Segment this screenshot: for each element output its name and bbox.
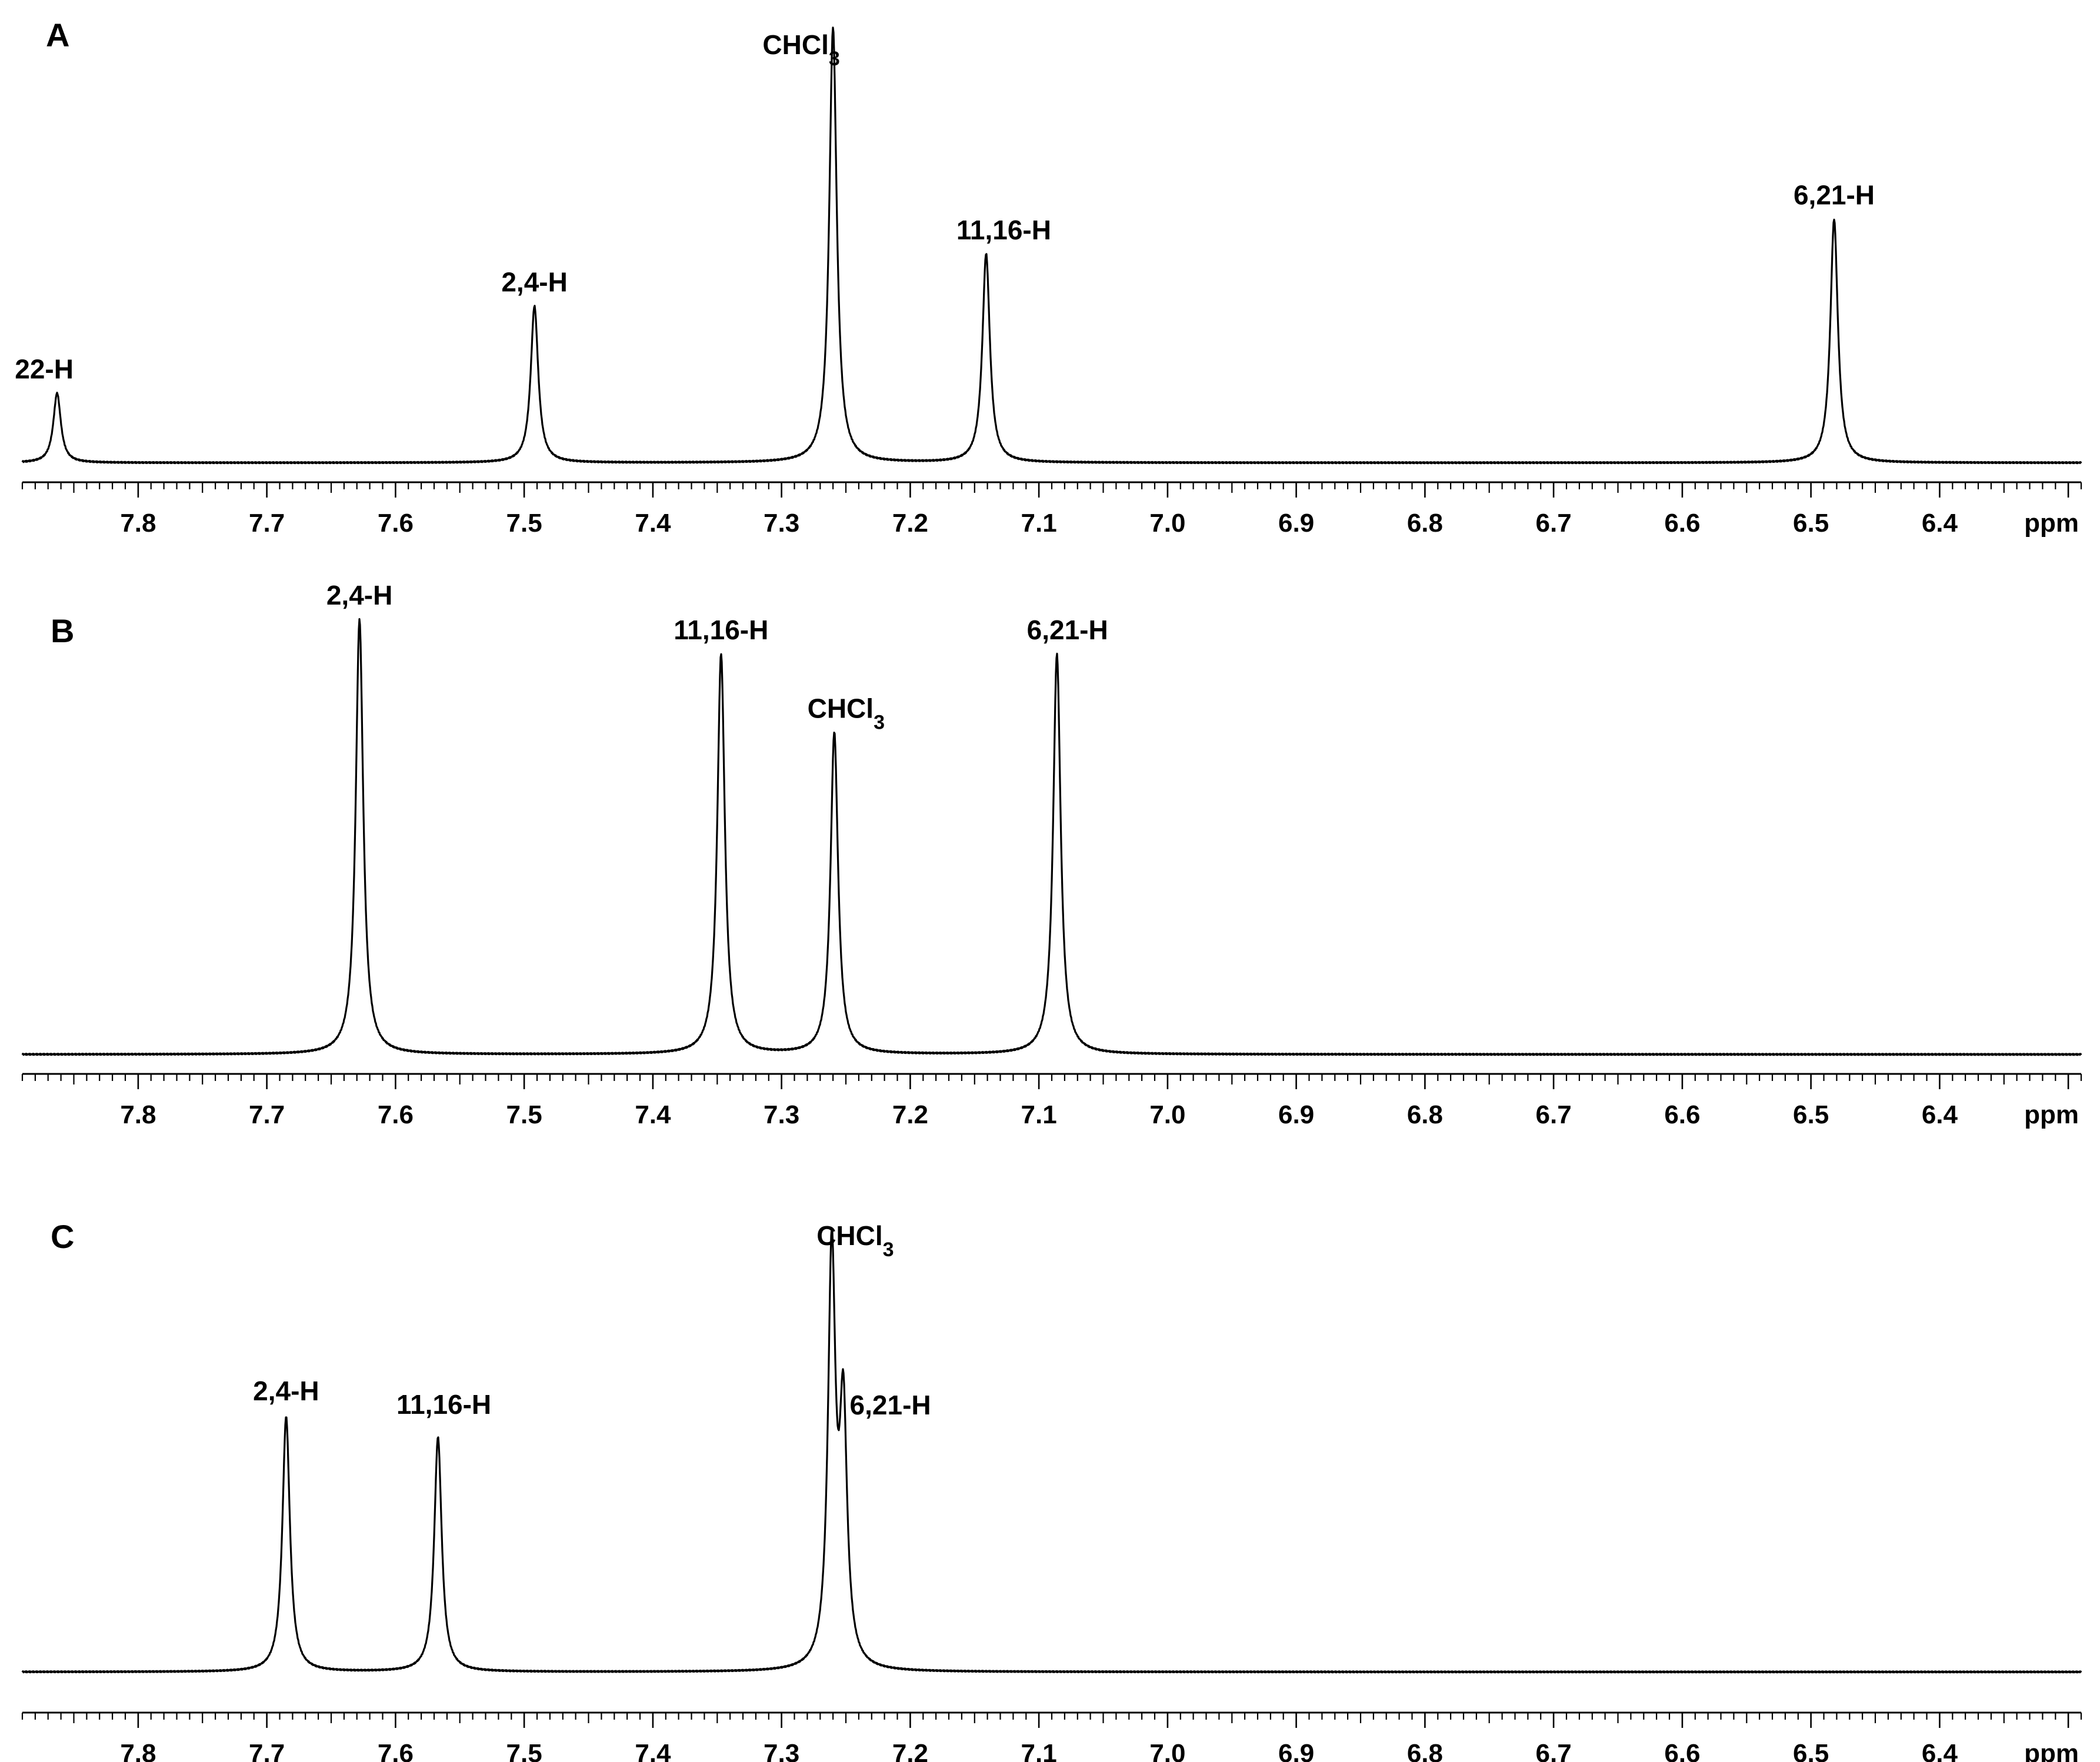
x-axis-unit-label: ppm [2024,1100,2079,1129]
x-tick-label: 6.4 [1922,1739,1958,1762]
peak-label-24h: 2,4-H [253,1376,319,1406]
x-tick-label: 7.0 [1149,1100,1185,1129]
panel-label-a: A [46,16,69,54]
peak-label-24h: 2,4-H [326,580,392,610]
x-tick-label: 7.3 [764,1100,799,1129]
x-tick-label: 6.4 [1922,1100,1958,1129]
x-tick-label: 6.6 [1664,1100,1700,1129]
x-tick-label: 7.3 [764,509,799,538]
x-tick-label: 6.6 [1664,1739,1700,1762]
x-tick-label: 6.7 [1536,1100,1572,1129]
x-tick-label: 7.3 [764,1739,799,1762]
x-tick-label: 7.5 [506,509,542,538]
x-tick-label: 7.7 [249,509,285,538]
x-tick-label: 6.6 [1664,509,1700,538]
x-tick-label: 7.8 [120,1739,156,1762]
peak-label-621h: 6,21-H [1794,180,1875,211]
x-tick-label: 7.7 [249,1100,285,1129]
x-tick-label: 7.1 [1021,1739,1057,1762]
x-tick-label: 7.4 [635,1100,671,1129]
peak-label-621h: 6,21-H [1027,615,1108,645]
x-tick-label: 7.5 [506,1100,542,1129]
x-tick-label: 7.8 [120,509,156,538]
peak-label-chcl3: CHCl3 [762,29,839,70]
x-tick-label: 6.9 [1278,1100,1314,1129]
peak-label-1116h: 11,16-H [674,615,768,645]
x-tick-label: 6.8 [1407,1100,1443,1129]
x-tick-label: 7.0 [1149,509,1185,538]
x-tick-label: 7.6 [378,509,414,538]
peak-label-22h: 22-H [15,354,74,385]
panel-label-c: C [51,1218,74,1255]
x-tick-label: 6.9 [1278,509,1314,538]
x-tick-label: 7.0 [1149,1739,1185,1762]
spectrum-line-a [21,26,2082,465]
x-tick-label: 6.8 [1407,509,1443,538]
x-tick-label: 6.7 [1536,1739,1572,1762]
x-tick-label: 7.2 [892,1739,928,1762]
peak-label-1116h: 11,16-H [956,215,1051,245]
x-axis-unit-label: ppm [2024,1739,2079,1762]
x-tick-label: 7.6 [378,1100,414,1129]
x-tick-label: 7.2 [892,509,928,538]
peak-label-chcl3: CHCl3 [808,693,885,733]
x-axis-unit-label: ppm [2024,509,2079,538]
spectrum-panel-a: A 7.8 7.7 7.6 7.5 7.4 7.3 7.2 7.1 7.0 6.9 6.8 6.7 6.6… [15,16,2082,538]
x-tick-label: 7.4 [635,509,671,538]
x-tick-label: 7.1 [1021,1100,1057,1129]
peak-label-621h: 6,21-H [850,1390,931,1420]
spectrum-line-b [21,618,2082,1056]
x-tick-label: 7.1 [1021,509,1057,538]
x-tick-label: 6.7 [1536,509,1572,538]
panel-label-b: B [51,612,74,649]
spectrum-panel-b: B 7.8 7.7 7.6 7.5 7.4 7.3 7.2 7.1 7.0 6.9 6.8 6.7 6.6… [21,580,2082,1129]
x-tick-label: 7.5 [506,1739,542,1762]
x-tick-label: 7.7 [249,1739,285,1762]
x-tick-label: 6.4 [1922,509,1958,538]
peak-label-1116h: 11,16-H [396,1389,491,1420]
x-tick-label: 6.5 [1793,509,1829,538]
x-tick-label: 6.5 [1793,1739,1829,1762]
spectrum-panel-c: C 7.8 7.7 7.6 7.5 7.4 7.3 7.2 7.1 7.0 6.9 6.8 6.7 6.6… [21,1218,2082,1762]
x-tick-label: 6.9 [1278,1739,1314,1762]
x-tick-label: 7.8 [120,1100,156,1129]
spectrum-line-c [21,1227,2082,1674]
peak-label-chcl3: CHCl3 [816,1220,894,1261]
x-tick-label: 7.2 [892,1100,928,1129]
x-tick-label: 6.8 [1407,1739,1443,1762]
x-tick-label: 6.5 [1793,1100,1829,1129]
x-tick-label: 7.6 [378,1739,414,1762]
peak-label-24h: 2,4-H [501,267,567,298]
x-tick-label: 7.4 [635,1739,671,1762]
